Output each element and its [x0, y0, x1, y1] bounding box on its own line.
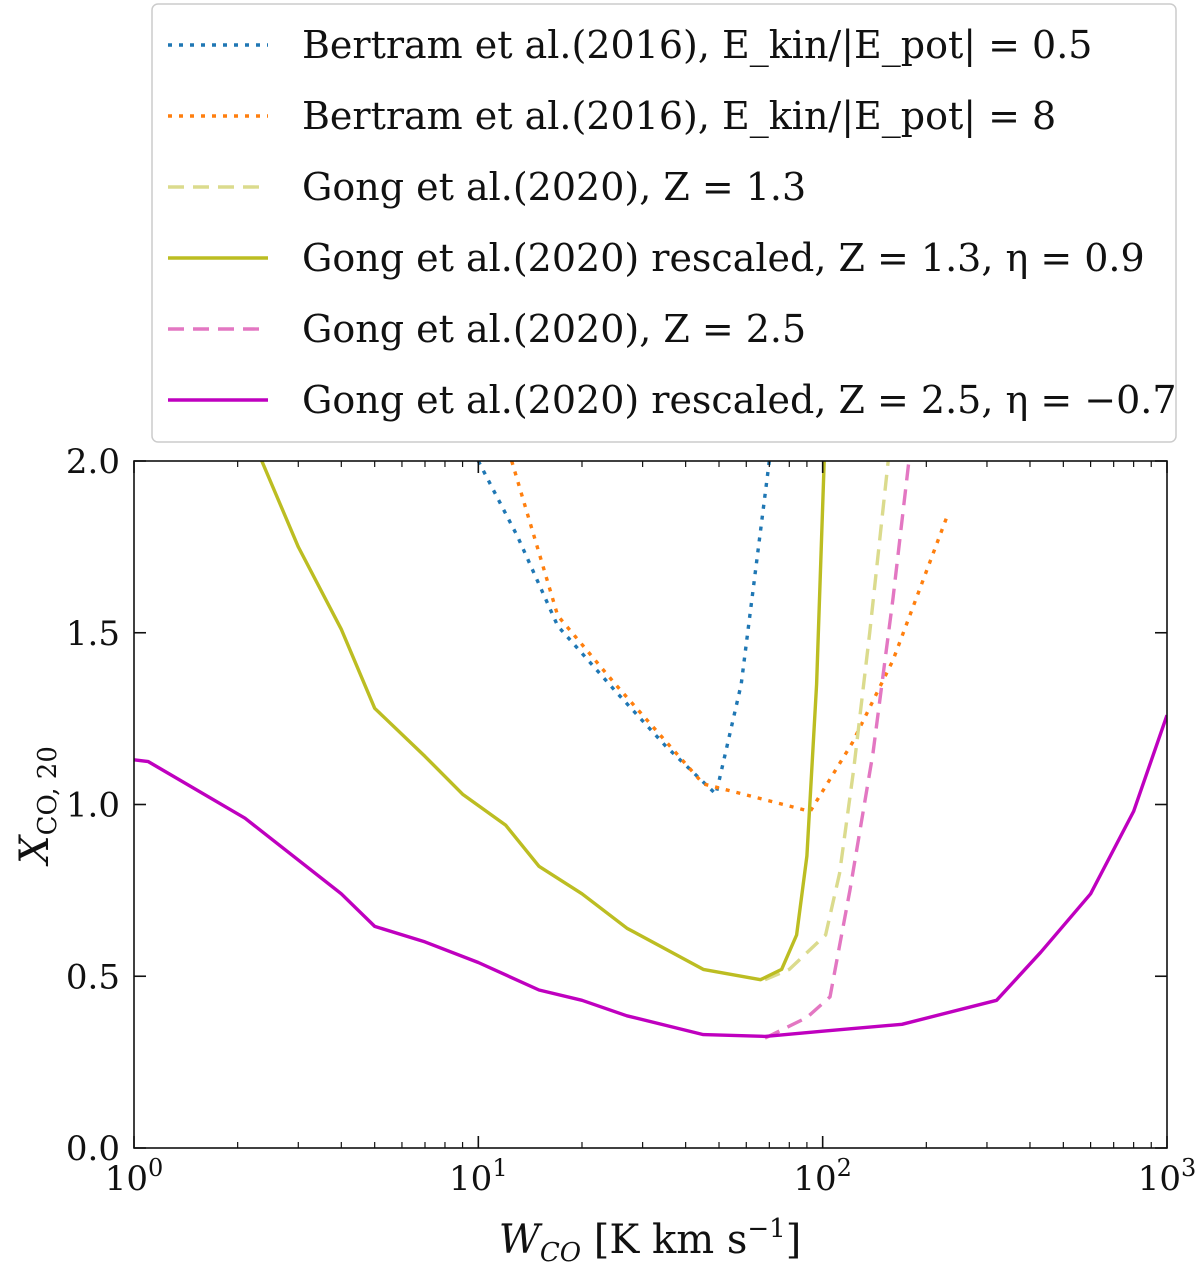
- x-tick-label: 100: [105, 1154, 164, 1199]
- legend-item-1: Bertram et al.(2016), E_kin/|E_pot| = 0.…: [168, 23, 1092, 68]
- series-line-2: [510, 461, 949, 814]
- y-tick-label: 2.0: [66, 442, 120, 482]
- legend-label: Gong et al.(2020), Z = 2.5: [302, 307, 806, 351]
- legend-item-5: Gong et al.(2020), Z = 2.5: [168, 307, 806, 351]
- x-axis-label: WCO [K km s−1]: [499, 1214, 802, 1268]
- svg-text:WCO [K km s−1]: WCO [K km s−1]: [499, 1214, 802, 1268]
- y-tick-label: 0.5: [66, 957, 120, 997]
- series-line-1: [476, 461, 771, 796]
- x-tick-label: 102: [793, 1154, 852, 1199]
- y-tick-label: 1.0: [66, 786, 120, 826]
- series-line-5: [764, 461, 911, 1040]
- legend-label: Bertram et al.(2016), E_kin/|E_pot| = 0.…: [302, 23, 1092, 68]
- x-tick-label: 101: [449, 1154, 508, 1199]
- series-line-6: [134, 714, 1167, 1039]
- legend-label: Gong et al.(2020) rescaled, Z = 1.3, η =…: [302, 236, 1145, 280]
- legend-item-6: Gong et al.(2020) rescaled, Z = 2.5, η =…: [168, 378, 1177, 422]
- legend-box: [151, 3, 1177, 443]
- plot-frame: [133, 460, 1168, 1149]
- legend-label: Gong et al.(2020), Z = 1.3: [302, 165, 806, 209]
- legend-label: Bertram et al.(2016), E_kin/|E_pot| = 8: [302, 94, 1056, 139]
- plot-area: 100 101 102 103 0.0 0.5 1.0 1.5 2.0: [66, 442, 1196, 1199]
- y-axis-label: XCO, 20: [12, 746, 63, 867]
- y-tick-label: 1.5: [66, 614, 120, 654]
- legend-label: Gong et al.(2020) rescaled, Z = 2.5, η =…: [302, 378, 1177, 422]
- legend-item-2: Bertram et al.(2016), E_kin/|E_pot| = 8: [168, 94, 1056, 139]
- legend-item-4: Gong et al.(2020) rescaled, Z = 1.3, η =…: [168, 236, 1145, 280]
- series-line-3: [764, 461, 890, 982]
- series-line-4: [260, 461, 826, 982]
- svg-text:XCO, 20: XCO, 20: [12, 746, 63, 867]
- legend-item-3: Gong et al.(2020), Z = 1.3: [168, 165, 806, 209]
- y-tick-label: 0.0: [66, 1129, 120, 1169]
- x-tick-label: 103: [1138, 1154, 1197, 1199]
- legend: Bertram et al.(2016), E_kin/|E_pot| = 0.…: [151, 3, 1177, 443]
